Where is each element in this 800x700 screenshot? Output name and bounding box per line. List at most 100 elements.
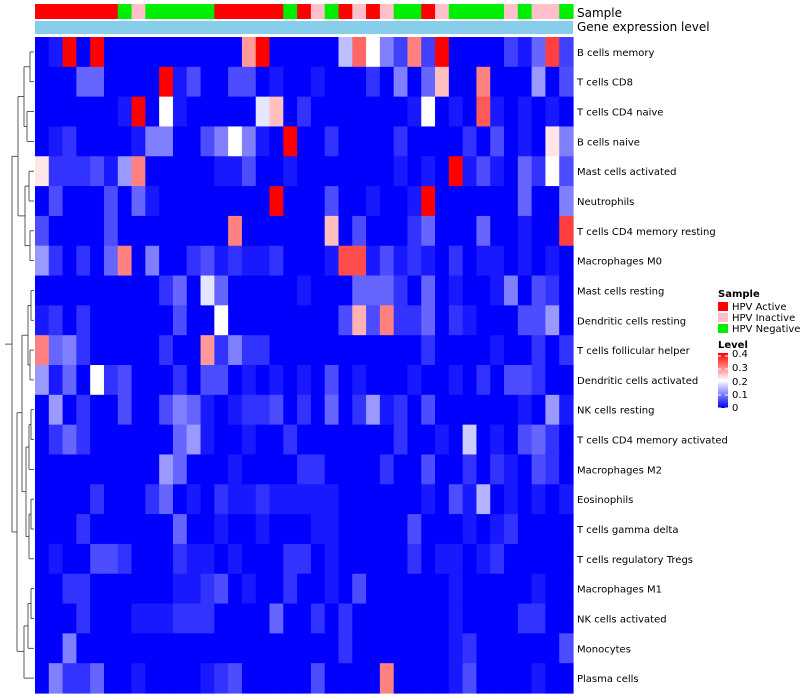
heatmap-cell [90,245,105,277]
heatmap-cell [186,365,202,396]
heatmap-cell [504,126,519,157]
heatmap-cell [214,245,229,277]
heatmap-cell [517,126,533,157]
heatmap-cell [490,573,505,605]
heatmap-cell [172,66,188,98]
heatmap-cell [352,215,367,247]
heatmap-cell [283,663,298,694]
heatmap-cell [462,126,478,157]
heatmap-cell [200,245,215,277]
annotation-cell [283,4,298,19]
heatmap-cell [35,573,50,605]
heatmap-cell [269,126,284,157]
heatmap-cell [228,394,243,426]
heatmap-cell [214,424,229,456]
heatmap-cell [462,245,478,277]
heatmap-cell [531,573,547,605]
heatmap-cell [35,275,50,306]
heatmap-cell [352,543,367,575]
annotation-cell [90,4,105,19]
heatmap-cell [393,245,409,277]
heatmap-cell [393,663,409,694]
heatmap-cell [366,633,381,664]
heatmap-cell [338,454,353,485]
heatmap-cell [366,424,381,456]
heatmap-cell [421,335,436,366]
heatmap-cell [379,37,395,68]
heatmap-cell [283,305,298,336]
heatmap-cell [35,543,50,575]
heatmap-cell [269,186,284,217]
level-tick-label-1: 0.3 [732,363,748,374]
heatmap-cell [435,245,450,277]
heatmap-cell [476,245,491,277]
heatmap-cell [324,603,340,634]
heatmap-cell [379,335,395,366]
heatmap-cell [407,394,422,426]
heatmap-cell [35,633,50,664]
heatmap-cell [269,573,284,605]
heatmap-cell [103,275,119,306]
heatmap-cell [186,186,202,217]
heatmap-cell [35,126,50,157]
heatmap-cell [545,335,560,366]
heatmap-cell [338,126,353,157]
heatmap-cell [90,305,105,336]
heatmap-cell [517,275,533,306]
heatmap-cell [145,394,160,426]
heatmap-cell [448,126,464,157]
heatmap-cell [448,96,464,128]
heatmap-cell [159,96,174,128]
heatmap-cell [76,573,91,605]
heatmap-cell [352,663,367,694]
annotation-cell [76,4,91,19]
heatmap-cell [159,573,174,605]
heatmap-cell [103,96,119,128]
heatmap-cell [324,454,340,485]
heatmap-cell [545,126,560,157]
heatmap-cell [269,365,284,396]
heatmap-cell [531,96,547,128]
heatmap-cell [228,186,243,217]
heatmap-cell [172,305,188,336]
heatmap-cell [366,514,381,545]
heatmap-cell [435,603,450,634]
heatmap-cell [90,633,105,664]
heatmap-cell [310,305,326,336]
heatmap-cell [228,573,243,605]
heatmap-cell [269,245,284,277]
heatmap-cell [462,335,478,366]
heatmap-cell [186,37,202,68]
heatmap-cell [504,156,519,187]
heatmap-cell [214,514,229,545]
heatmap-cell [200,66,215,98]
heatmap-cell [159,66,174,98]
heatmap-cell [90,37,105,68]
heatmap-cell [407,633,422,664]
heatmap-cell [559,96,574,128]
heatmap-cell [545,245,560,277]
heatmap-cell [338,215,353,247]
heatmap-cell [90,66,105,98]
heatmap-cell [545,37,560,68]
heatmap-cell [379,454,395,485]
heatmap-cell [48,335,64,366]
row-label: B cells memory [577,48,654,59]
heatmap-cell [448,305,464,336]
heatmap-cell [421,633,436,664]
heatmap-cell [393,633,409,664]
heatmap-cell [131,275,146,306]
heatmap-cell [407,275,422,306]
heatmap-cell [338,66,353,98]
heatmap-cell [504,663,519,694]
annotation-cell [131,4,146,19]
heatmap-cell [448,215,464,247]
heatmap-cell [407,186,422,217]
heatmap-cell [103,245,119,277]
heatmap-cell [448,543,464,575]
row-label: Mast cells resting [577,287,664,298]
level-tick-label-0: 0.4 [732,349,748,360]
heatmap-cell [310,424,326,456]
heatmap-cell [476,573,491,605]
heatmap-cell [90,603,105,634]
